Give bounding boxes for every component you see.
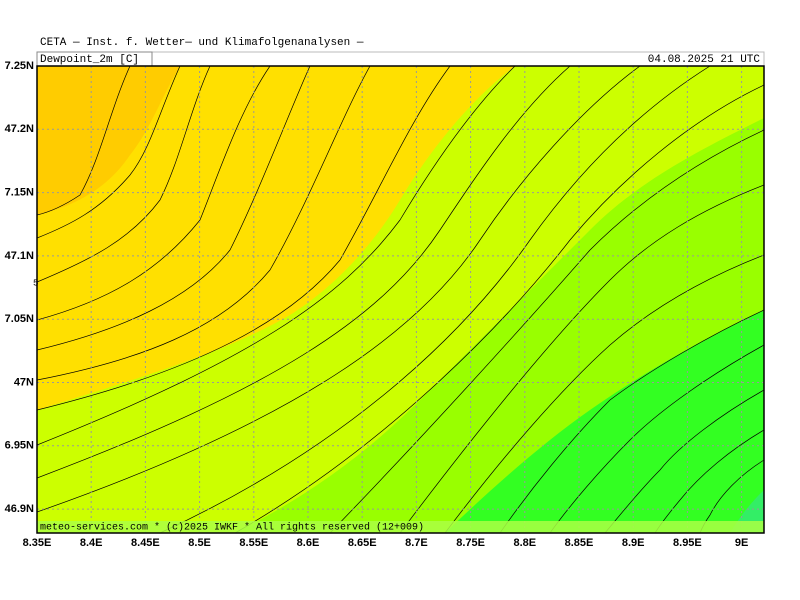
x-tick-label: 8.9E (622, 537, 645, 549)
y-tick-label: 7.15N (5, 187, 34, 199)
x-tick-label: 8.45E (131, 537, 160, 549)
x-tick-label: 8.7E (405, 537, 428, 549)
grid (37, 66, 764, 533)
x-tick-label: 8.5E (188, 537, 211, 549)
y-tick-label: 7.05N (5, 313, 34, 325)
footer-bar (37, 521, 764, 533)
x-tick-label: 8.85E (565, 537, 594, 549)
x-tick-label: 8.55E (239, 537, 268, 549)
y-tick-label: 47.1N (5, 250, 34, 262)
contours (37, 66, 764, 533)
x-tick-label: 8.75E (456, 537, 485, 549)
contour-label: 5 (33, 278, 38, 288)
y-tick-label: 47.2N (5, 123, 34, 135)
y-tick-label: 6.95N (5, 440, 34, 452)
y-tick-label: 46.9N (5, 503, 34, 515)
x-tick-label: 8.6E (297, 537, 320, 549)
frame (36, 65, 765, 534)
header-title: CETA — Inst. f. Wetter— und Klimafolgena… (40, 37, 364, 49)
x-tick-label: 8.35E (23, 537, 52, 549)
variable-label: Dewpoint_2m [C] (40, 54, 139, 66)
y-tick-label: 7.25N (5, 60, 34, 72)
field: meteo-services.com * (c)2025 IWKF * All … (37, 66, 764, 534)
zone (37, 66, 515, 410)
y-tick-label: 47N (14, 376, 34, 388)
zone (37, 66, 180, 215)
date-label: 04.08.2025 21 UTC (648, 54, 761, 66)
x-tick-label: 8.95E (673, 537, 702, 549)
x-tick-label: 9E (735, 537, 748, 549)
footer-credit: meteo-services.com * (c)2025 IWKF * All … (40, 522, 424, 534)
x-tick-label: 8.65E (348, 537, 377, 549)
x-tick-label: 8.8E (513, 537, 536, 549)
x-tick-label: 8.4E (80, 537, 103, 549)
